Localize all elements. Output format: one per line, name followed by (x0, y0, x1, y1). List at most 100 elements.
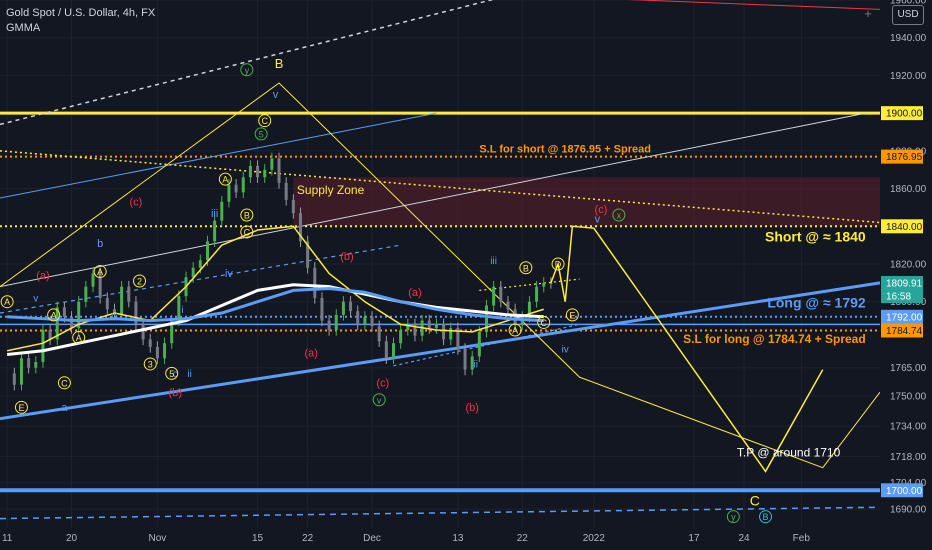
candle-body (191, 267, 195, 278)
wave-circle-label: C (61, 378, 68, 388)
candle-body (12, 373, 16, 385)
wave-annotation: (c) (130, 197, 143, 209)
candle-body (256, 165, 260, 178)
candle-body (205, 241, 209, 261)
candle-body (77, 301, 81, 329)
wave-annotation: T.P @ around 1710 (737, 445, 841, 459)
candle-body (163, 343, 167, 359)
wave-annotation: (c) (376, 378, 389, 390)
wave-annotation: c (173, 369, 178, 380)
wave-annotation: Short @ ≈ 1840 (765, 228, 866, 244)
wave-annotation: ii (474, 360, 478, 371)
wave-circle-marker (551, 257, 565, 271)
wave-annotation: iv (562, 345, 569, 356)
x-tick-label: 20 (66, 533, 78, 544)
y-tick-label: 1690.00 (890, 505, 927, 516)
wave-circle-label: 5 (169, 369, 174, 379)
wave-circle-marker (218, 172, 232, 186)
projection-path (550, 225, 824, 473)
candle-body (463, 348, 467, 370)
symbol-title: Gold Spot / U.S. Dollar, 4h, FX (6, 7, 156, 19)
candle-body (356, 311, 360, 325)
wave-annotation: (a) (408, 287, 421, 299)
wave-circle-marker (240, 208, 254, 222)
candle-body (499, 286, 503, 302)
gmma-line (6, 283, 544, 357)
candle-body (220, 201, 224, 221)
wave-circle-label: x (617, 210, 622, 220)
wave-circle-marker (0, 295, 14, 309)
wave-annotation: (a) (304, 347, 317, 359)
candle-body (456, 328, 460, 349)
candle-body (513, 309, 517, 325)
wave-annotation: iii (211, 208, 218, 220)
candle-body (327, 320, 331, 330)
wave-circle-marker (372, 393, 386, 407)
candle-body (227, 184, 231, 202)
candle-body (542, 282, 546, 287)
candle-body (241, 177, 245, 193)
wave-circle-label: A (97, 267, 103, 277)
wave-circle-label: E (569, 310, 575, 320)
wave-annotation: C (750, 492, 760, 508)
candle-body (120, 286, 124, 315)
wave-annotation: iii (490, 256, 497, 267)
candle-body (263, 169, 267, 178)
price-label-box (881, 276, 923, 291)
wave-circle-label: B (763, 512, 769, 522)
trend-line (0, 150, 881, 224)
wave-circle-marker (565, 308, 579, 322)
price-label-box (881, 289, 923, 304)
wave-annotation: Supply Zone (297, 183, 365, 197)
candle-body (470, 356, 474, 370)
wave-circle-label: B (244, 210, 250, 220)
wave-circle-label: E (18, 403, 24, 413)
candle-body (377, 326, 381, 342)
wave-circle-marker (93, 265, 107, 279)
wave-annotation: (b) (465, 402, 478, 414)
candle-body (341, 301, 345, 315)
candle-body (55, 307, 59, 340)
y-tick-label: 1920.00 (890, 71, 927, 82)
candle-body (442, 324, 446, 340)
wave-circle-label: C (244, 227, 251, 237)
x-tick-label: 13 (452, 533, 464, 544)
candle-body (62, 307, 66, 317)
wave-circle-marker (240, 225, 254, 239)
currency-button[interactable]: USD (892, 5, 924, 25)
wave-annotation: S.L for short @ 1876.95 + Spread (479, 144, 651, 156)
candle-body (306, 241, 310, 268)
price-label-box (881, 309, 923, 324)
wave-circle-marker (759, 510, 773, 524)
add-plus-icon[interactable]: + (864, 6, 872, 21)
x-tick-label: 17 (688, 533, 700, 544)
wave-outline (0, 82, 881, 469)
candle-body (313, 267, 317, 298)
y-tick-label: 1718.00 (890, 452, 927, 463)
y-tick-label: 1960.00 (890, 0, 927, 7)
candle-body (41, 330, 45, 363)
price-label-text: 1792.00 (886, 312, 923, 323)
wave-circle-label: A (222, 175, 228, 185)
x-tick-label: 11 (2, 533, 13, 544)
trend-line (627, 0, 881, 10)
wave-annotation: (b) (169, 387, 182, 399)
wave-annotation: a (61, 402, 68, 414)
wave-annotation: iv (225, 268, 233, 280)
wave-annotation: (b) (340, 251, 353, 263)
wave-circle-label: y (245, 65, 250, 75)
x-tick-label: Dec (363, 533, 381, 544)
x-tick-label: 2022 (583, 533, 606, 544)
price-label-box (881, 323, 923, 338)
wave-circle-label: D (555, 260, 562, 270)
price-label-text: 1809.91 (886, 279, 923, 290)
candle-body (277, 158, 281, 183)
candle-body (155, 346, 159, 359)
wave-circle-marker (519, 261, 533, 275)
trend-line (0, 281, 881, 421)
wave-annotation: Long @ ≈ 1792 (767, 294, 866, 310)
price-label-text: 1876.95 (886, 152, 923, 163)
trend-line (0, 0, 494, 126)
